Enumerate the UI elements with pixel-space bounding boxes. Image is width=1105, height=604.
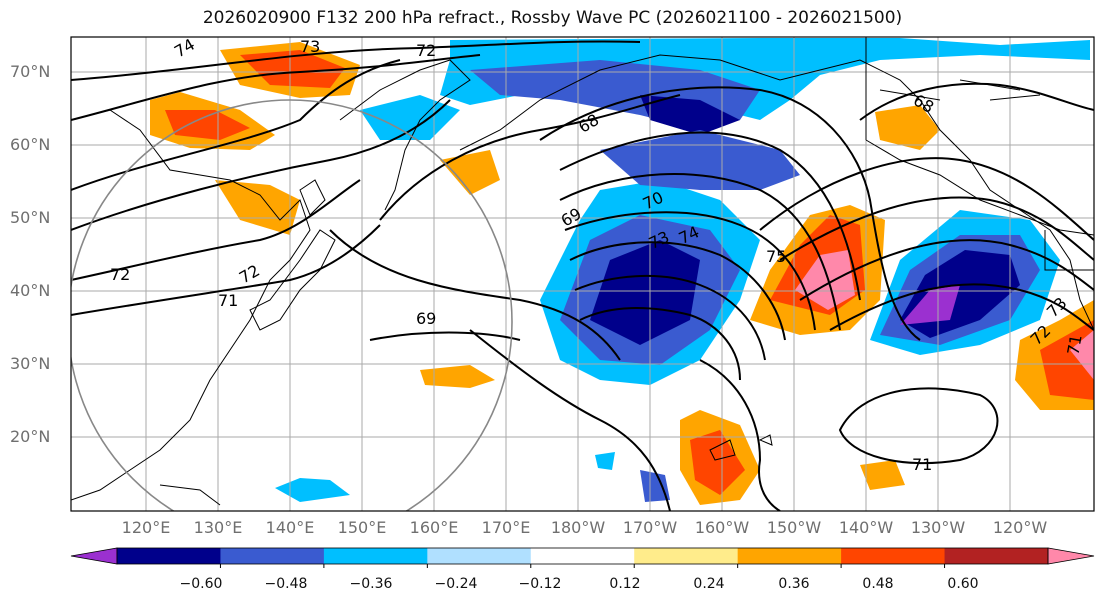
colorbar-tick-label: −0.60	[179, 576, 223, 592]
colorbar-extend-high	[1047, 547, 1095, 565]
colorbar-tick-label: 0.24	[693, 576, 725, 592]
colorbar-tick-label: 0.60	[947, 576, 979, 592]
lat-label: 30°N	[10, 354, 51, 373]
colorbar-segment	[220, 548, 325, 564]
colorbar-tick-label: 0.48	[862, 576, 894, 592]
colorbar-segment	[944, 548, 1049, 564]
colorbar-segment	[634, 548, 739, 564]
lat-label: 60°N	[10, 135, 51, 154]
colorbar-segment	[117, 548, 221, 564]
lon-label: 150°W	[766, 518, 822, 537]
colorbar-segment	[323, 548, 428, 564]
contour-label: 73	[300, 37, 320, 56]
lon-label: 170°W	[622, 518, 678, 537]
lon-label: 170°E	[481, 518, 531, 537]
lon-label: 150°E	[337, 518, 387, 537]
lon-label: 160°E	[409, 518, 459, 537]
colorbar-segment	[841, 548, 946, 564]
lon-label: 160°W	[694, 518, 750, 537]
colorbar-tick-label: 0.12	[609, 576, 641, 592]
lat-label: 70°N	[10, 62, 51, 81]
lon-label: 180°W	[550, 518, 606, 537]
region-circle	[71, 99, 513, 511]
colorbar-frame	[116, 547, 1049, 565]
lon-label: 130°E	[193, 518, 243, 537]
map-frame	[70, 36, 1095, 512]
contour-label: 72	[110, 265, 130, 284]
lon-label: 140°E	[265, 518, 315, 537]
lat-label: 50°N	[10, 208, 51, 227]
contour-label: 69	[416, 309, 436, 328]
height-contours	[71, 40, 1094, 511]
lon-label: 120°W	[992, 518, 1048, 537]
colorbar-tick-label: −0.24	[434, 576, 478, 592]
lon-label: 130°W	[910, 518, 966, 537]
map-content	[71, 37, 1094, 511]
colorbar-segment	[530, 548, 635, 564]
colorbar-extend-low	[70, 547, 118, 565]
colorbar-segment	[427, 548, 532, 564]
lat-lon-grid	[71, 37, 1094, 511]
lat-label: 40°N	[10, 281, 51, 300]
contour-label: 71	[1063, 333, 1085, 356]
contour-label: 72	[416, 41, 436, 60]
lon-label: 140°W	[838, 518, 894, 537]
map-title: 2026020900 F132 200 hPa refract., Rossby…	[202, 8, 903, 28]
lon-label: 120°E	[121, 518, 171, 537]
contour-label: 75	[766, 247, 786, 266]
coastlines	[71, 37, 1094, 506]
contour-label: 71	[912, 455, 932, 474]
contour-label: 71	[218, 291, 238, 310]
colorbar-tick-label: −0.48	[264, 576, 308, 592]
colorbar-tick-label: −0.12	[518, 576, 562, 592]
colorbar	[70, 547, 1095, 568]
colorbar-tick-label: −0.36	[349, 576, 393, 592]
lat-label: 20°N	[10, 427, 51, 446]
colorbar-tick-label: 0.36	[778, 576, 810, 592]
colorbar-segment	[737, 548, 842, 564]
